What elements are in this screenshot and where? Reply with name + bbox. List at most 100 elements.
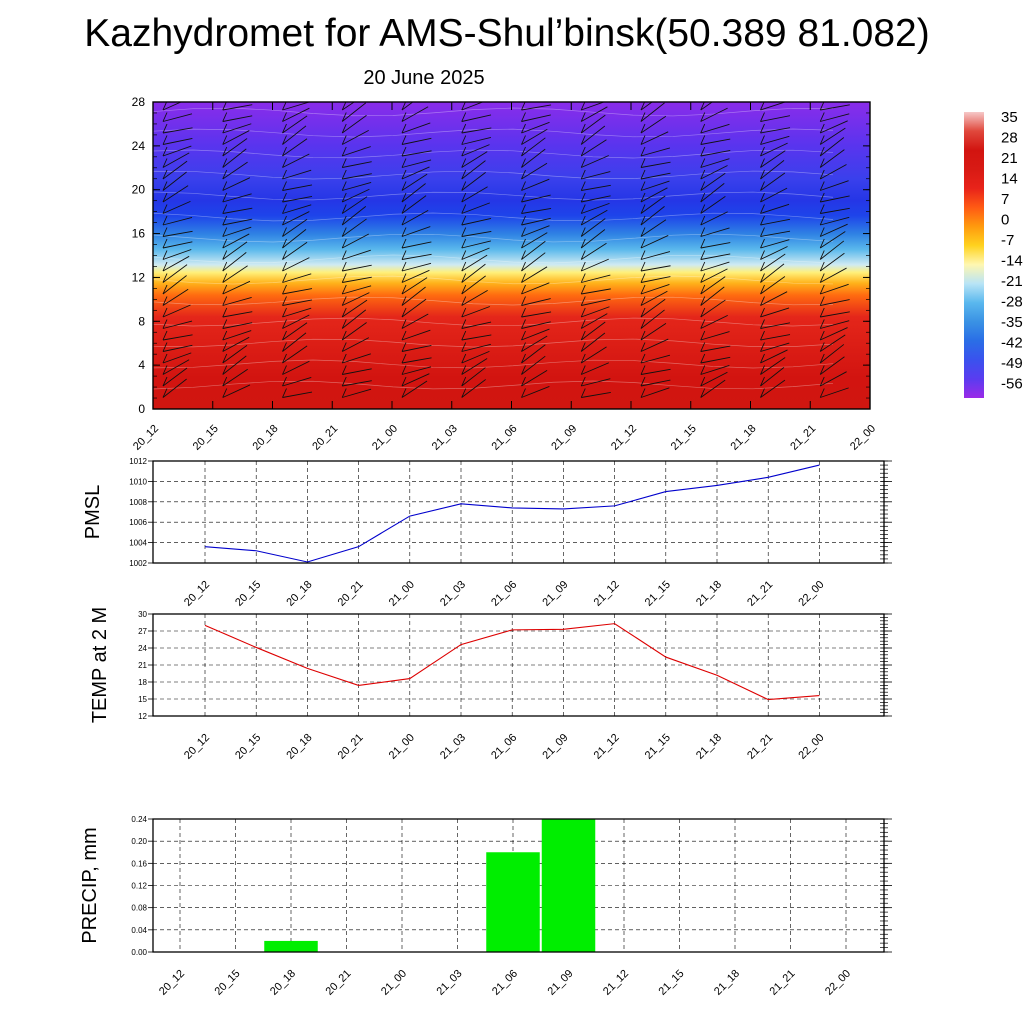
wind-barb xyxy=(342,264,372,272)
wind-barb-flag xyxy=(640,158,646,168)
wind-barb xyxy=(342,129,369,145)
wind-barb xyxy=(521,128,548,145)
wind-barb-flag xyxy=(162,158,168,168)
wind-barb xyxy=(222,280,251,295)
wind-barb-flag xyxy=(282,284,287,295)
x-tick-label: 20_18 xyxy=(268,968,298,998)
wind-barb-flag xyxy=(162,215,168,226)
wind-barb-flag xyxy=(282,135,287,145)
wind-barb-flag xyxy=(580,112,586,122)
wind-barb-flag xyxy=(640,307,646,318)
wind-barb-flag xyxy=(819,388,825,398)
wind-barb-flag xyxy=(461,238,467,249)
wind-barb xyxy=(401,269,430,283)
wind-barb-flag xyxy=(819,353,825,364)
colorbar-ramp xyxy=(964,112,984,398)
wind-barb xyxy=(880,392,910,397)
wind-barb-flag xyxy=(461,319,467,329)
wind-barb xyxy=(700,261,730,272)
heatmap-x-tick-label: 22_00 xyxy=(848,423,878,453)
wind-barb xyxy=(461,186,488,203)
wind-barb-flag xyxy=(341,158,347,168)
wind-barb-flag xyxy=(341,296,347,306)
wind-barb xyxy=(820,299,850,306)
wind-barb xyxy=(820,371,847,387)
wind-barb-flag xyxy=(880,147,884,156)
wind-barb xyxy=(162,230,193,237)
wind-barb-flag xyxy=(162,192,168,203)
wind-barb-flag xyxy=(640,181,646,191)
wind-barb-flag xyxy=(819,296,825,306)
wind-barb xyxy=(162,320,193,329)
wind-barb xyxy=(760,253,786,272)
wind-barb-flag xyxy=(880,343,884,352)
x-tick-label: 21_09 xyxy=(540,732,570,762)
wind-barb xyxy=(162,137,193,145)
wind-barb xyxy=(222,265,248,283)
wind-barb xyxy=(760,142,788,157)
wind-barb xyxy=(581,378,611,387)
wind-barb-flag xyxy=(700,388,706,398)
wind-barb-flag xyxy=(521,319,526,329)
wind-barb-flag xyxy=(341,376,347,387)
wind-barb xyxy=(222,193,252,203)
wind-barb xyxy=(162,127,193,134)
wind-barb-flag xyxy=(282,261,287,272)
wind-barb xyxy=(342,292,370,306)
x-tick-label: 21_18 xyxy=(694,579,724,609)
wind-barb-flag xyxy=(461,388,467,398)
wind-barb xyxy=(222,368,248,387)
wind-barb xyxy=(401,366,432,375)
wind-barb-flag xyxy=(580,158,586,168)
wind-barb-flag xyxy=(880,251,884,260)
wind-barb xyxy=(760,187,788,203)
x-tick-label: 21_03 xyxy=(438,579,468,609)
wind-barb xyxy=(461,202,490,214)
wind-barb-flag xyxy=(580,238,586,249)
wind-barb xyxy=(521,232,548,249)
wind-barb xyxy=(880,244,906,259)
wind-barb xyxy=(820,104,850,111)
wind-barb xyxy=(760,172,786,191)
wind-barb xyxy=(401,195,427,214)
wind-barb xyxy=(521,148,546,168)
colorbar-label: -28 xyxy=(1001,294,1023,311)
wind-barb-flag xyxy=(282,123,287,134)
wind-barb-flag xyxy=(819,112,825,122)
x-tick-label: 20_12 xyxy=(182,579,212,609)
wind-barb-flag xyxy=(640,227,646,237)
wind-barb xyxy=(162,185,189,203)
wind-barb xyxy=(461,144,490,157)
wind-barb xyxy=(700,211,728,226)
wind-barb-flag xyxy=(521,353,526,364)
wind-barb xyxy=(282,241,308,260)
wind-barb xyxy=(820,267,847,283)
wind-barb-flag xyxy=(341,330,347,341)
wind-barb xyxy=(401,241,432,249)
wind-barb-flag xyxy=(282,158,287,168)
wind-barb-flag xyxy=(819,307,825,318)
wind-barb xyxy=(222,148,247,168)
x-tick-label: 21_06 xyxy=(489,732,519,762)
wind-barb xyxy=(461,137,492,145)
wind-barb-flag xyxy=(880,377,884,386)
wind-barb-flag xyxy=(461,169,467,180)
wind-barb-flag xyxy=(222,376,228,387)
wind-barb-flag xyxy=(282,273,287,283)
wind-barb xyxy=(700,123,730,134)
wind-barb-flag xyxy=(819,204,825,214)
wind-barb xyxy=(521,104,552,111)
wind-barb-flag xyxy=(700,227,706,237)
wind-barb-flag xyxy=(341,273,347,283)
x-tick-label: 21_09 xyxy=(546,968,576,998)
wind-barb xyxy=(760,115,791,122)
heatmap-x-tick-label: 21_00 xyxy=(370,423,400,453)
wind-barb-flag xyxy=(401,169,407,180)
wind-barb xyxy=(342,161,372,168)
y-tick-label: 0.20 xyxy=(131,837,147,846)
wind-barb-flag xyxy=(521,273,526,283)
colorbar-label: -56 xyxy=(1001,376,1023,393)
wind-barb-flag xyxy=(819,319,825,329)
wind-barb xyxy=(521,385,550,398)
wind-barb-flag xyxy=(580,365,586,375)
